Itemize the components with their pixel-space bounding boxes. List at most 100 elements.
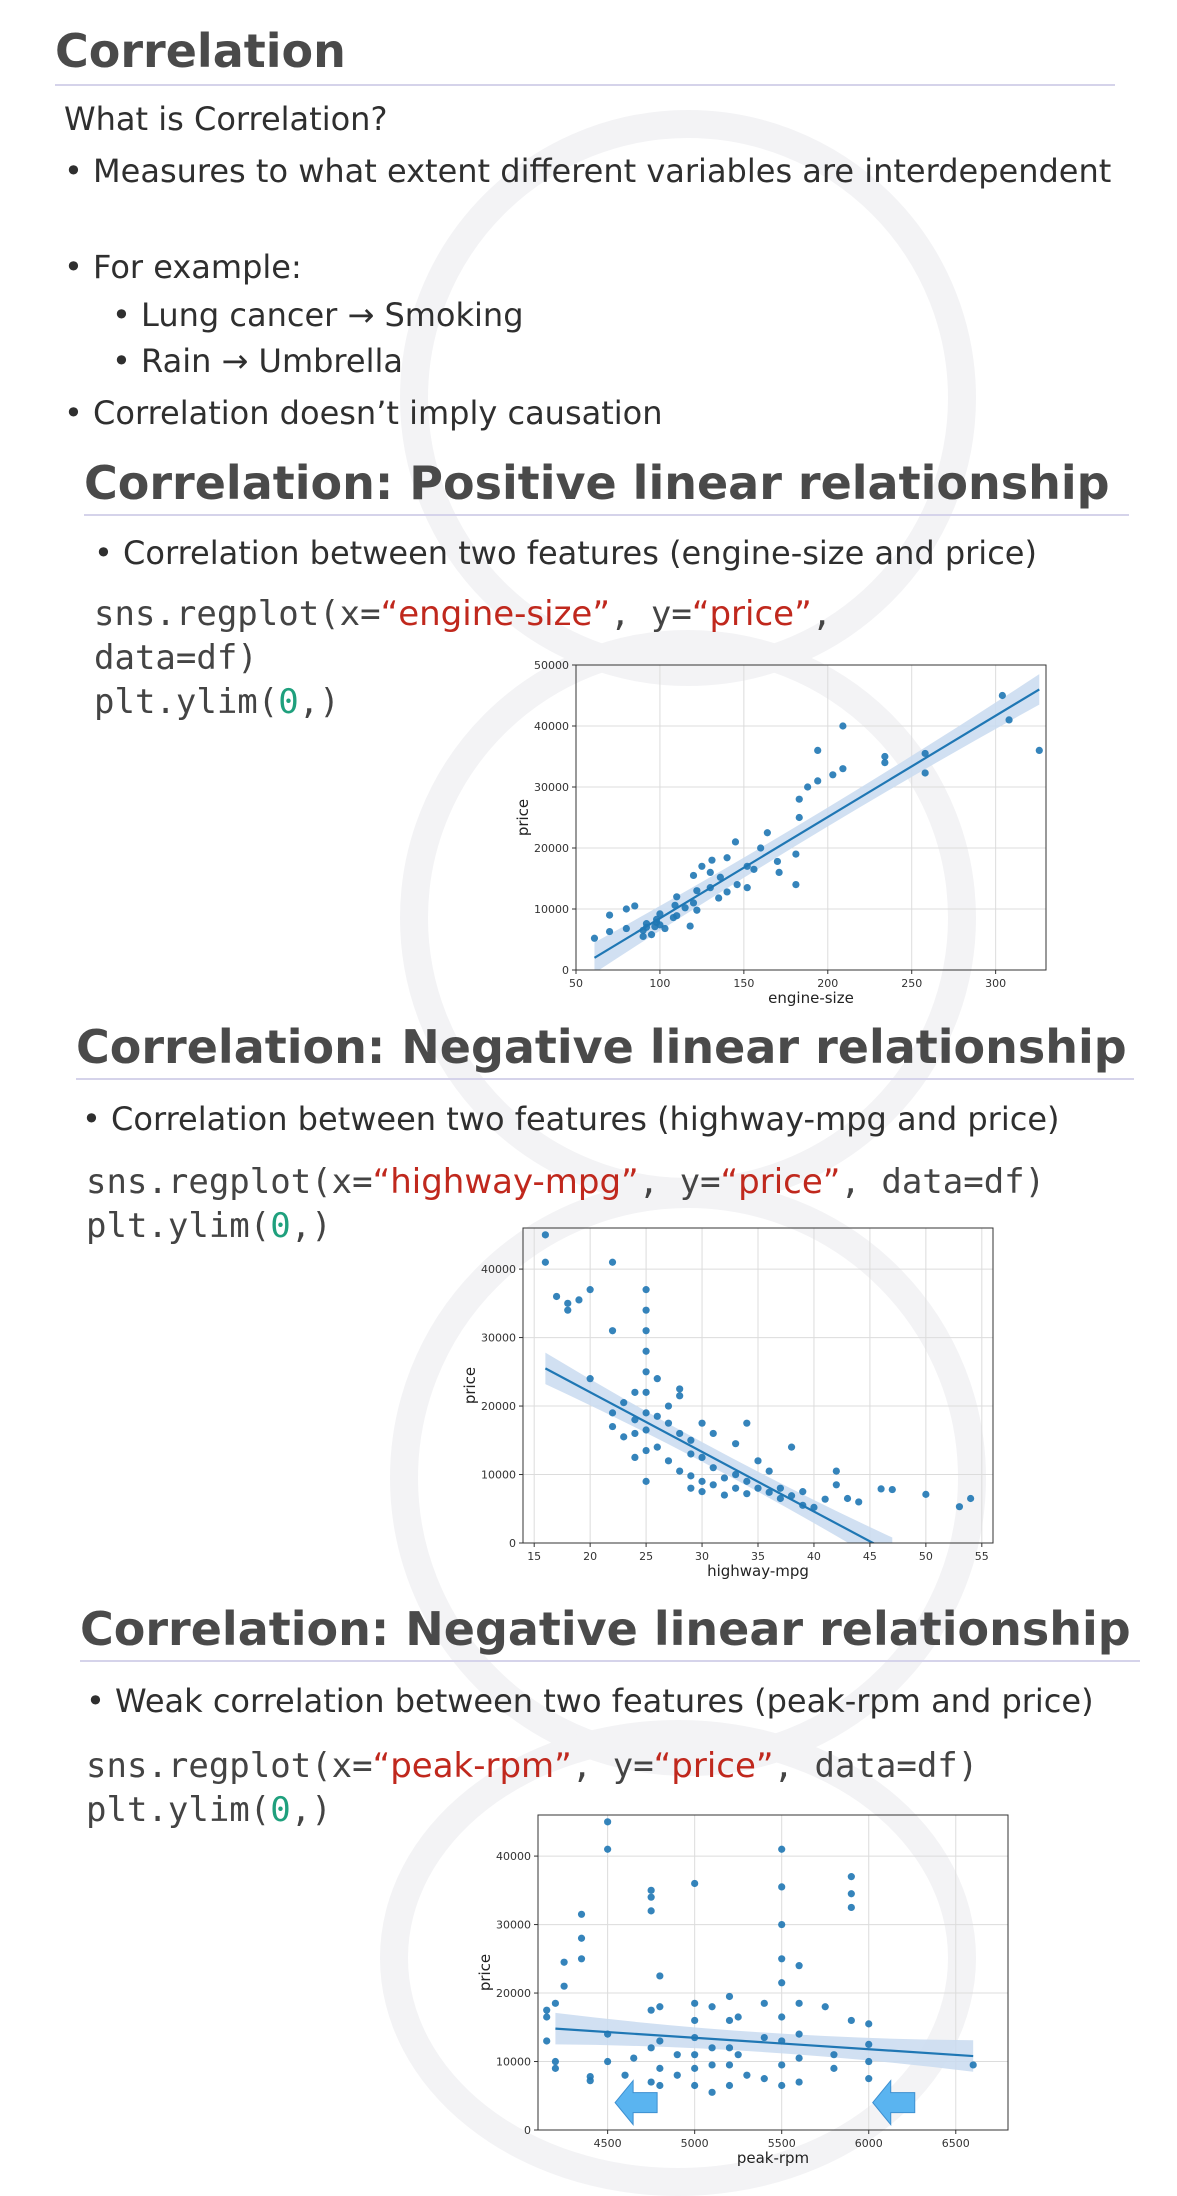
- data-point: [720, 1474, 729, 1482]
- section-title: Correlation: Negative linear relationshi…: [80, 1602, 1131, 1656]
- data-point: [631, 902, 639, 910]
- data-point: [760, 2033, 768, 2042]
- data-point: [734, 2013, 742, 2021]
- data-point: [855, 1498, 863, 1506]
- x-tick-label: 100: [649, 977, 670, 990]
- data-point: [776, 1494, 784, 1503]
- code-part: , y=: [609, 594, 692, 634]
- data-point: [605, 911, 614, 919]
- y-tick-label: 10000: [534, 903, 569, 916]
- data-point: [642, 1306, 650, 1314]
- data-point: [541, 1258, 549, 1266]
- data-point: [743, 1490, 751, 1498]
- data-point: [778, 2081, 786, 2090]
- y-tick-label: 40000: [481, 1263, 516, 1276]
- y-axis-label: price: [461, 1367, 479, 1404]
- data-point: [778, 1920, 786, 1929]
- data-point: [551, 2064, 560, 2072]
- data-point: [804, 783, 812, 791]
- data-point: [734, 2051, 742, 2059]
- data-point: [689, 871, 698, 880]
- code-part: plt.ylim(: [86, 1790, 271, 1830]
- data-point: [687, 1472, 695, 1480]
- section-title: Correlation: Negative linear relationshi…: [76, 1020, 1127, 1074]
- y-axis-label: price: [514, 799, 532, 836]
- y-tick-label: 10000: [496, 2056, 531, 2069]
- code-part: , data=df): [773, 1746, 979, 1786]
- bullet-text: • For example:: [64, 248, 302, 286]
- y-tick-label: 30000: [496, 1919, 531, 1932]
- data-point: [577, 1955, 586, 1963]
- code-string: “price”: [653, 1746, 774, 1786]
- code-number: 0: [278, 682, 299, 722]
- x-tick-label: 5000: [681, 2137, 709, 2150]
- data-point: [792, 850, 800, 858]
- data-point: [673, 912, 681, 920]
- data-point: [586, 1286, 594, 1294]
- data-point: [708, 2088, 716, 2096]
- confidence-band: [594, 674, 1040, 970]
- data-point: [839, 722, 847, 730]
- section-title: Correlation: [55, 24, 346, 78]
- y-tick-label: 30000: [534, 781, 569, 794]
- code-line: data=df): [94, 638, 258, 678]
- code-part: ,): [290, 1790, 332, 1830]
- section-title: Correlation: Positive linear relationshi…: [84, 456, 1110, 510]
- data-point: [639, 932, 647, 941]
- y-tick-label: 20000: [496, 1987, 531, 2000]
- data-point: [765, 1467, 773, 1475]
- data-point: [1005, 716, 1013, 724]
- sub-bullet-text: • Rain → Umbrella: [112, 342, 403, 380]
- data-point: [689, 899, 698, 907]
- data-point: [708, 2061, 716, 2069]
- y-tick-label: 0: [562, 964, 569, 977]
- data-point: [732, 1470, 740, 1479]
- x-tick-label: 6000: [855, 2137, 883, 2150]
- code-string: “peak-rpm”: [372, 1746, 572, 1786]
- data-point: [543, 2037, 551, 2045]
- data-point: [620, 1433, 628, 1441]
- data-point: [706, 868, 714, 876]
- data-point: [604, 1845, 612, 1853]
- data-point: [590, 934, 599, 942]
- data-point: [725, 2061, 734, 2069]
- data-point: [778, 2013, 786, 2021]
- data-point: [622, 924, 630, 933]
- data-point: [760, 1999, 768, 2007]
- x-tick-label: 15: [527, 1550, 541, 1563]
- data-point: [709, 1429, 717, 1438]
- data-point: [787, 1443, 796, 1451]
- data-point: [681, 904, 689, 912]
- data-point: [732, 1484, 740, 1492]
- data-point: [661, 924, 669, 933]
- y-tick-label: 40000: [496, 1850, 531, 1863]
- data-point: [830, 2064, 838, 2072]
- data-point: [821, 2003, 829, 2011]
- data-point: [564, 1306, 572, 1314]
- data-point: [795, 795, 803, 803]
- data-point: [763, 829, 771, 837]
- data-point: [720, 1491, 729, 1499]
- data-point: [709, 1464, 717, 1472]
- data-point: [541, 1231, 549, 1239]
- data-point: [778, 2061, 786, 2069]
- title-divider: [55, 84, 1115, 86]
- data-point: [698, 862, 706, 870]
- data-point: [698, 1477, 706, 1485]
- data-point: [642, 1446, 650, 1455]
- data-point: [693, 887, 701, 895]
- x-tick-label: 150: [733, 977, 754, 990]
- data-point: [656, 2081, 664, 2090]
- code-part: sns.regplot(x=: [94, 594, 381, 634]
- data-point: [642, 1327, 650, 1335]
- data-point: [810, 1503, 818, 1511]
- data-point: [698, 1488, 706, 1496]
- data-point: [691, 2016, 699, 2025]
- data-point: [847, 1873, 855, 1881]
- data-point: [847, 1890, 855, 1898]
- data-point: [750, 865, 758, 873]
- data-point: [621, 2071, 629, 2079]
- data-point: [708, 2003, 716, 2011]
- x-tick-label: 25: [639, 1550, 653, 1563]
- data-point: [821, 1495, 829, 1503]
